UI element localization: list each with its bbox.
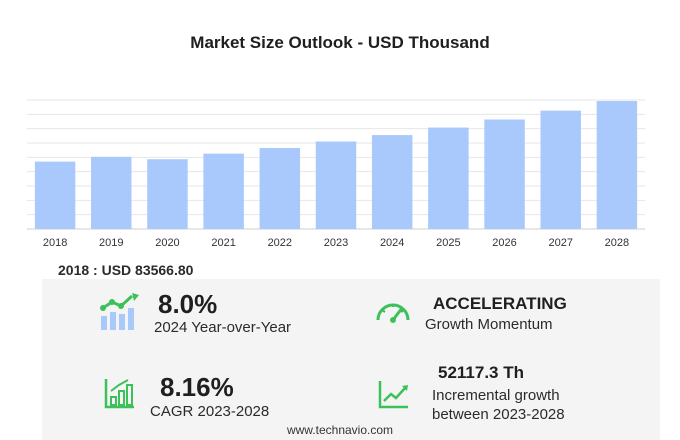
cagr-label: CAGR 2023-2028 [150,403,270,420]
cagr-value: 8.16% [160,372,234,402]
x-tick-2023: 2023 [324,237,348,249]
x-tick-2028: 2028 [605,237,629,249]
x-tick-2019: 2019 [99,237,123,249]
momentum-label: Growth Momentum [425,316,553,333]
bar-growth-icon [100,293,139,330]
bar-2019 [91,156,132,229]
x-tick-2026: 2026 [492,237,516,249]
incremental-label-1: Incremental growth [432,387,560,404]
footer-url: www.technavio.com [286,423,394,437]
bar-2024 [371,135,413,229]
bar-chart-icon [104,379,134,409]
x-tick-2024: 2024 [380,237,404,249]
bar-2026 [484,119,525,229]
yoy-label: 2024 Year-over-Year [154,319,292,336]
line-chart-icon [378,381,408,409]
bar-2025 [428,127,469,229]
bar-2028 [596,101,638,229]
yoy-value: 8.0% [158,289,218,319]
x-tick-2022: 2022 [268,237,292,249]
x-tick-2021: 2021 [211,237,235,249]
bar-2023 [315,141,357,229]
bars [34,101,638,229]
bar-2018 [34,161,76,229]
bar-2022 [259,147,301,229]
bar-chart: 2018 2019 2020 2021 2022 2023 2024 2025 2026 2027… [27,99,645,249]
stats-panel [42,279,660,440]
x-tick-2020: 2020 [155,237,179,249]
bar-2021 [203,153,244,229]
x-tick-2018: 2018 [43,237,67,249]
bar-2020 [147,159,188,229]
chart-title: Market Size Outlook - USD Thousand [190,33,490,52]
gauge-icon [376,303,410,323]
incremental-value: 52117.3 Th [438,363,525,382]
x-tick-labels: 2018 2019 2020 2021 2022 2023 2024 2025 2026 2027… [43,237,629,249]
x-tick-2025: 2025 [436,237,460,249]
incremental-label-2: between 2023-2028 [432,406,565,423]
momentum-value: ACCELERATING [433,294,567,313]
bar-2027 [540,110,581,229]
x-tick-2027: 2027 [548,237,572,249]
base-year-value: 2018 : USD 83566.80 [58,262,194,278]
